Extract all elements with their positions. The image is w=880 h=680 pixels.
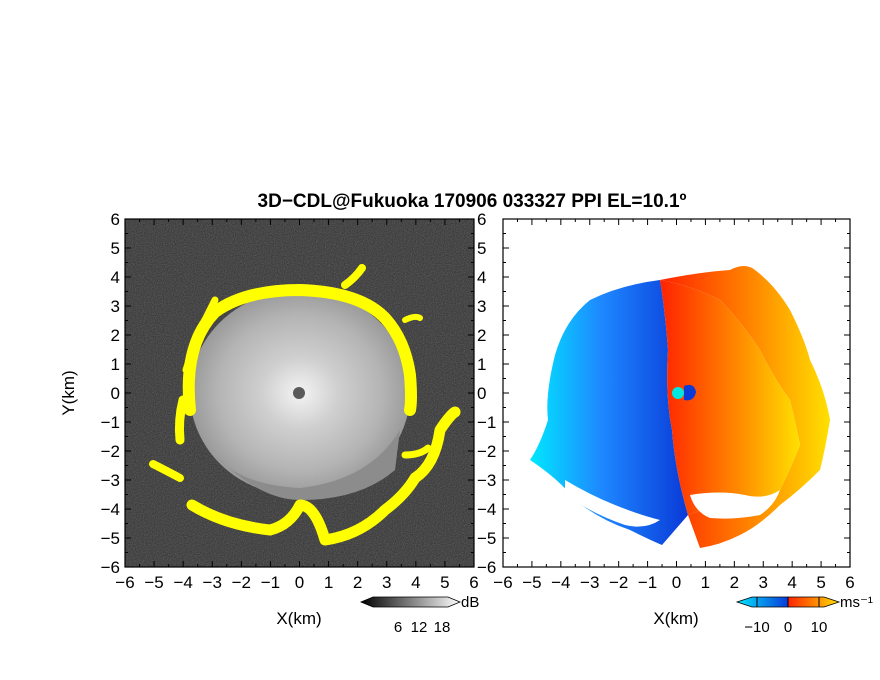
snr-panel — [125, 219, 474, 567]
velocity-colorbar-tick-label: −10 — [744, 619, 769, 636]
snr-y-tick-label: 5 — [111, 239, 120, 258]
snr-colorbar: 6 12 18 dB — [359, 594, 479, 636]
velocity-x-axis-label: X(km) — [653, 609, 698, 628]
snr-x-tick-label: 0 — [295, 573, 304, 592]
velocity-colorbar: −10 0 10 ms⁻¹ — [735, 594, 873, 636]
snr-ring-arc-south — [186, 406, 461, 546]
snr-y-tick-label: −4 — [101, 500, 120, 519]
snr-y-tick-label-right: −6 — [477, 558, 496, 577]
velocity-colorbar-tick-label: 0 — [784, 619, 792, 636]
snr-y-tick-label-right: −4 — [477, 500, 496, 519]
snr-ring-fragment-northeast — [341, 264, 366, 289]
snr-x-tick-label: −6 — [115, 573, 134, 592]
snr-x-tick-label: 4 — [411, 573, 420, 592]
snr-x-tick-label: 3 — [382, 573, 391, 592]
snr-y-tick-label: −6 — [101, 558, 120, 577]
velocity-gap-southwest — [565, 480, 660, 527]
snr-x-tick-label: −3 — [203, 573, 222, 592]
velocity-x-tick-label: −4 — [551, 573, 570, 592]
snr-y-tick-label-right: 6 — [477, 210, 486, 229]
snr-y-tick-label: 2 — [111, 326, 120, 345]
snr-y-tick-label: 6 — [111, 210, 120, 229]
snr-y-tick-label: 0 — [111, 384, 120, 403]
snr-y-tick-label: 3 — [111, 297, 120, 316]
velocity-x-tick-label: 0 — [672, 573, 681, 592]
velocity-receding-region — [660, 266, 830, 548]
velocity-x-tick-label: −2 — [609, 573, 628, 592]
snr-y-tick-label: −1 — [101, 413, 120, 432]
snr-y-tick-label-right: −3 — [477, 471, 496, 490]
snr-center-dot — [293, 387, 305, 399]
velocity-x-tick-label: 3 — [759, 573, 768, 592]
velocity-x-tick-label: −6 — [493, 573, 512, 592]
velocity-x-tick-label: 6 — [845, 573, 854, 592]
snr-y-tick-label-right: 0 — [477, 384, 486, 403]
snr-x-tick-label: −1 — [261, 573, 280, 592]
snr-ring-fragment-southeast — [401, 444, 432, 459]
velocity-approaching-region — [530, 280, 688, 545]
snr-x-tick-label: −2 — [232, 573, 251, 592]
snr-y-tick-label-right: 3 — [477, 297, 486, 316]
snr-ring-arc-west — [174, 395, 188, 445]
velocity-panel — [503, 219, 850, 567]
snr-highlight-ring — [149, 264, 461, 546]
snr-y-tick-label: 4 — [111, 268, 120, 287]
snr-x-tick-label: 6 — [469, 573, 478, 592]
snr-y-tick-label-right: 4 — [477, 268, 486, 287]
snr-colorbar-bar — [359, 596, 462, 608]
snr-y-tick-label: 1 — [111, 355, 120, 374]
snr-echo-southern-fringe — [215, 430, 400, 500]
velocity-x-tick-label: 1 — [701, 573, 710, 592]
snr-ring-fragment-east — [402, 313, 423, 323]
velocity-center-feature — [684, 384, 696, 401]
velocity-x-tick-label: −1 — [638, 573, 657, 592]
snr-y-tick-label: −2 — [101, 442, 120, 461]
snr-colorbar-unit: dB — [461, 594, 479, 611]
snr-y-axis-label: Y(km) — [59, 370, 78, 415]
velocity-colorbar-positive — [787, 596, 841, 608]
snr-x-tick-label: −4 — [173, 573, 192, 592]
velocity-x-tick-label: −5 — [522, 573, 541, 592]
snr-y-tick-label: −3 — [101, 471, 120, 490]
velocity-colorbar-unit: ms⁻¹ — [840, 594, 873, 611]
velocity-colorbar-negative — [735, 596, 789, 608]
snr-ring-arc-southwest — [149, 460, 184, 482]
snr-x-axis-label: X(km) — [276, 609, 321, 628]
snr-colorbar-tick-label: 18 — [434, 619, 451, 636]
snr-y-tick-label-right: 5 — [477, 239, 486, 258]
snr-x-tick-label: −5 — [144, 573, 163, 592]
velocity-colorbar-tick-label: 10 — [811, 619, 828, 636]
snr-colorbar-tick-label: 12 — [411, 619, 428, 636]
snr-x-tick-label: 5 — [440, 573, 449, 592]
velocity-gap-south — [690, 490, 780, 519]
snr-x-tick-label: 2 — [353, 573, 362, 592]
velocity-center-marker — [672, 387, 684, 399]
snr-ring-fragment-northwest — [182, 296, 219, 374]
snr-y-tick-label-right: 1 — [477, 355, 486, 374]
velocity-x-tick-label: 2 — [730, 573, 739, 592]
velocity-x-tick-label: 4 — [787, 573, 796, 592]
snr-y-tick-label-right: 2 — [477, 326, 486, 345]
snr-x-tick-label: 1 — [324, 573, 333, 592]
snr-y-tick-label-right: −1 — [477, 413, 496, 432]
velocity-x-tick-label: 5 — [816, 573, 825, 592]
chart-title: 3D−CDL@Fukuoka 170906 033327 PPI EL=10.1… — [258, 191, 687, 212]
velocity-receding-core — [660, 280, 800, 515]
snr-y-tick-label: −5 — [101, 529, 120, 548]
velocity-x-tick-label: −3 — [580, 573, 599, 592]
snr-colorbar-tick-label: 6 — [394, 619, 402, 636]
snr-y-tick-label-right: −2 — [477, 442, 496, 461]
snr-y-tick-label-right: −5 — [477, 529, 496, 548]
